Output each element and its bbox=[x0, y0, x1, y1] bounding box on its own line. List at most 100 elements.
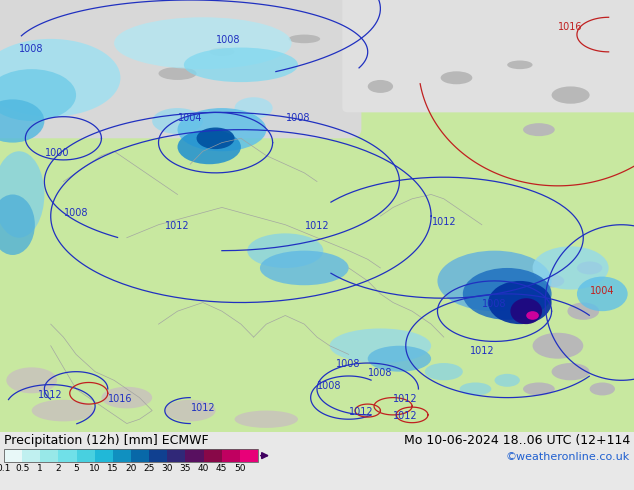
Ellipse shape bbox=[488, 281, 552, 324]
Ellipse shape bbox=[152, 108, 203, 134]
Bar bbox=[185, 449, 204, 462]
Text: 1000: 1000 bbox=[45, 147, 69, 158]
Text: 50: 50 bbox=[234, 464, 245, 473]
Text: 35: 35 bbox=[179, 464, 191, 473]
Ellipse shape bbox=[165, 400, 216, 421]
Ellipse shape bbox=[463, 268, 552, 320]
Text: 1008: 1008 bbox=[318, 381, 342, 391]
Ellipse shape bbox=[288, 35, 320, 43]
Text: 1008: 1008 bbox=[216, 35, 240, 45]
Text: 1012: 1012 bbox=[394, 411, 418, 421]
Text: 5: 5 bbox=[74, 464, 79, 473]
Text: 1008: 1008 bbox=[20, 44, 44, 54]
Bar bbox=[77, 449, 94, 462]
Text: 25: 25 bbox=[143, 464, 155, 473]
Ellipse shape bbox=[330, 328, 431, 363]
FancyBboxPatch shape bbox=[342, 0, 634, 112]
Ellipse shape bbox=[523, 383, 555, 395]
Text: 1008: 1008 bbox=[337, 359, 361, 369]
Ellipse shape bbox=[0, 99, 44, 143]
Text: 10: 10 bbox=[89, 464, 100, 473]
Text: 45: 45 bbox=[216, 464, 228, 473]
Ellipse shape bbox=[552, 86, 590, 104]
Text: 1012: 1012 bbox=[470, 346, 494, 356]
Ellipse shape bbox=[567, 302, 599, 320]
Text: 1016: 1016 bbox=[108, 394, 133, 404]
Bar bbox=[94, 449, 113, 462]
Text: 1016: 1016 bbox=[559, 22, 583, 32]
Ellipse shape bbox=[523, 123, 555, 136]
Text: 1004: 1004 bbox=[590, 286, 614, 296]
Ellipse shape bbox=[437, 251, 552, 311]
Bar bbox=[131, 449, 149, 462]
Ellipse shape bbox=[0, 39, 120, 117]
Ellipse shape bbox=[158, 67, 197, 80]
Ellipse shape bbox=[32, 400, 95, 421]
Text: 1012: 1012 bbox=[305, 221, 329, 231]
Ellipse shape bbox=[6, 368, 57, 393]
Ellipse shape bbox=[533, 246, 609, 290]
Bar bbox=[240, 449, 258, 462]
Text: 20: 20 bbox=[126, 464, 137, 473]
Ellipse shape bbox=[510, 298, 542, 324]
Ellipse shape bbox=[209, 48, 235, 56]
Text: 1008: 1008 bbox=[482, 299, 507, 309]
Bar bbox=[4, 449, 22, 462]
Ellipse shape bbox=[425, 363, 463, 380]
Bar bbox=[204, 449, 222, 462]
Text: 15: 15 bbox=[107, 464, 119, 473]
Ellipse shape bbox=[495, 374, 520, 387]
Text: 1012: 1012 bbox=[165, 221, 190, 231]
Ellipse shape bbox=[577, 262, 602, 274]
Text: 1008: 1008 bbox=[286, 113, 310, 123]
Text: 1008: 1008 bbox=[64, 208, 88, 218]
Ellipse shape bbox=[101, 387, 152, 408]
Ellipse shape bbox=[235, 411, 298, 428]
Bar bbox=[22, 449, 41, 462]
Bar bbox=[222, 449, 240, 462]
Text: 1012: 1012 bbox=[394, 394, 418, 404]
Text: 2: 2 bbox=[56, 464, 61, 473]
Ellipse shape bbox=[539, 274, 564, 288]
Ellipse shape bbox=[526, 311, 539, 320]
Ellipse shape bbox=[368, 80, 393, 93]
Ellipse shape bbox=[0, 69, 76, 121]
Text: ©weatheronline.co.uk: ©weatheronline.co.uk bbox=[506, 452, 630, 462]
Ellipse shape bbox=[577, 276, 628, 311]
FancyBboxPatch shape bbox=[0, 0, 361, 138]
Ellipse shape bbox=[184, 48, 298, 82]
Text: Precipitation (12h) [mm] ECMWF: Precipitation (12h) [mm] ECMWF bbox=[4, 434, 209, 447]
Bar bbox=[41, 449, 58, 462]
Ellipse shape bbox=[552, 363, 590, 380]
Ellipse shape bbox=[247, 233, 323, 268]
Ellipse shape bbox=[533, 333, 583, 359]
Bar bbox=[58, 449, 77, 462]
Text: 0.5: 0.5 bbox=[15, 464, 29, 473]
Ellipse shape bbox=[441, 72, 472, 84]
Ellipse shape bbox=[0, 151, 44, 238]
Text: 1012: 1012 bbox=[349, 407, 373, 417]
Text: 30: 30 bbox=[162, 464, 173, 473]
Text: 1: 1 bbox=[37, 464, 43, 473]
Bar bbox=[167, 449, 185, 462]
Text: 1008: 1008 bbox=[368, 368, 392, 378]
Ellipse shape bbox=[368, 346, 431, 372]
Ellipse shape bbox=[197, 127, 235, 149]
Text: 1004: 1004 bbox=[178, 113, 202, 123]
Text: Mo 10-06-2024 18..06 UTC (12+114: Mo 10-06-2024 18..06 UTC (12+114 bbox=[404, 434, 630, 447]
Ellipse shape bbox=[260, 251, 349, 285]
Bar bbox=[149, 449, 167, 462]
Text: 1012: 1012 bbox=[432, 217, 456, 227]
Ellipse shape bbox=[114, 17, 292, 69]
Text: 1012: 1012 bbox=[39, 390, 63, 400]
Text: 0.1: 0.1 bbox=[0, 464, 11, 473]
Text: 40: 40 bbox=[198, 464, 209, 473]
Bar bbox=[4, 449, 258, 462]
Ellipse shape bbox=[0, 195, 35, 255]
Bar bbox=[113, 449, 131, 462]
Ellipse shape bbox=[590, 383, 615, 395]
Text: 1012: 1012 bbox=[191, 403, 215, 413]
Ellipse shape bbox=[460, 383, 491, 395]
Ellipse shape bbox=[178, 108, 266, 151]
Ellipse shape bbox=[507, 60, 533, 69]
